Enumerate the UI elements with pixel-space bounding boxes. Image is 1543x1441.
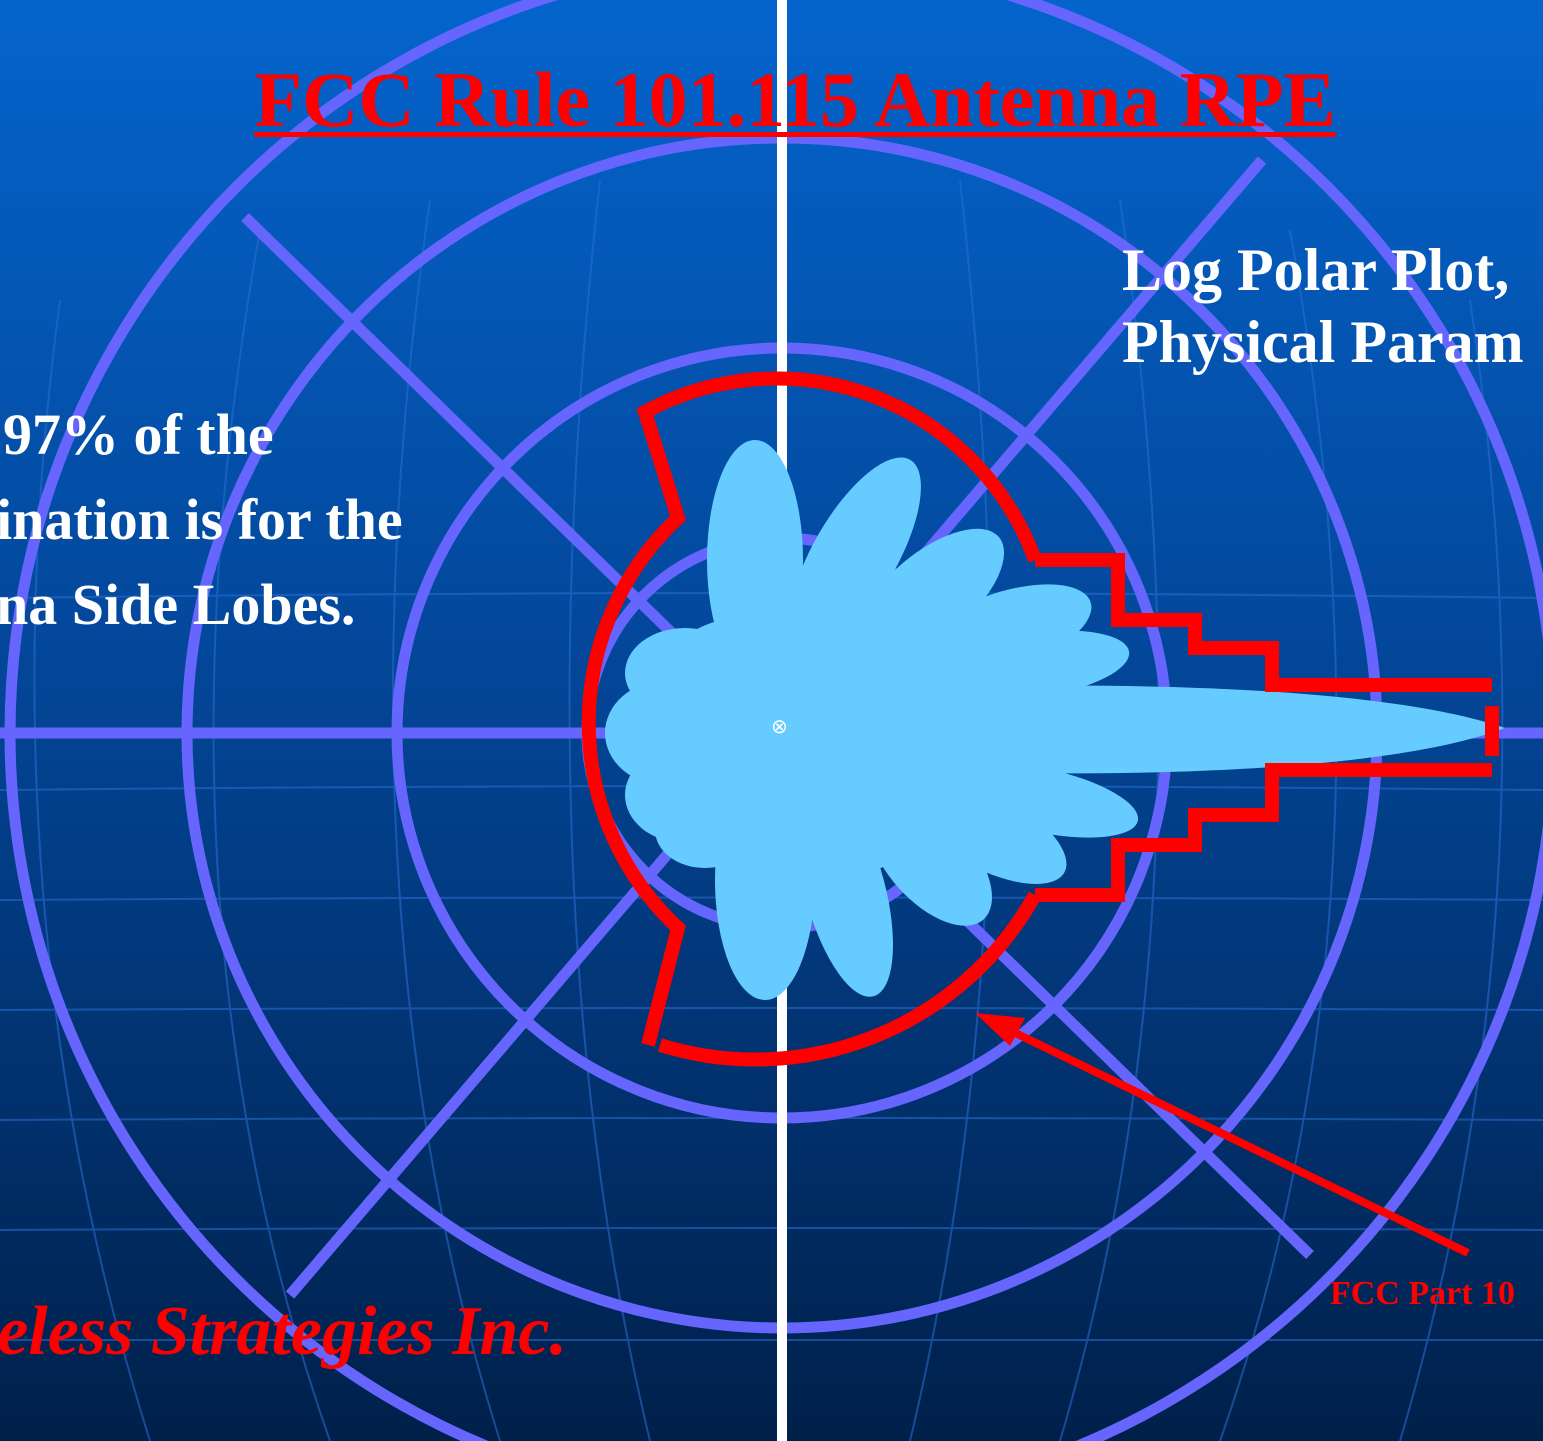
envelope-arc-top: [581, 371, 1042, 1047]
side-lobe: [903, 776, 1067, 884]
side-lobe: [940, 630, 1130, 700]
note-right-line: Physical Param: [1122, 309, 1524, 375]
note-left-line: rdination is for the: [0, 487, 403, 552]
main-beam: [880, 685, 1505, 774]
fcc-arrow: [975, 1013, 1470, 1257]
envelope-upper: [1035, 553, 1492, 692]
note-right-line: Log Polar Plot,: [1122, 237, 1510, 303]
fcc-rpe-envelope: [581, 371, 1499, 1067]
circled-times-icon: ⊗: [771, 714, 788, 738]
note-left-line: er 97% of the: [0, 402, 274, 467]
pattern-core: [640, 618, 840, 848]
envelope-arc-bottom: [657, 891, 1042, 1067]
company-footer: reless Strategies Inc.: [0, 1293, 567, 1370]
note-right: Log Polar Plot, Physical Param: [1122, 234, 1524, 378]
antenna-pattern: [605, 440, 1505, 1000]
note-left: er 97% of the rdination is for the enna …: [0, 392, 403, 647]
note-left-line: enna Side Lobes.: [0, 572, 356, 637]
fcc-part-label: FCC Part 10: [1330, 1275, 1516, 1312]
envelope-lower: [1035, 763, 1492, 902]
slide-title: FCC Rule 101.115 Antenna RPE: [254, 56, 1336, 143]
